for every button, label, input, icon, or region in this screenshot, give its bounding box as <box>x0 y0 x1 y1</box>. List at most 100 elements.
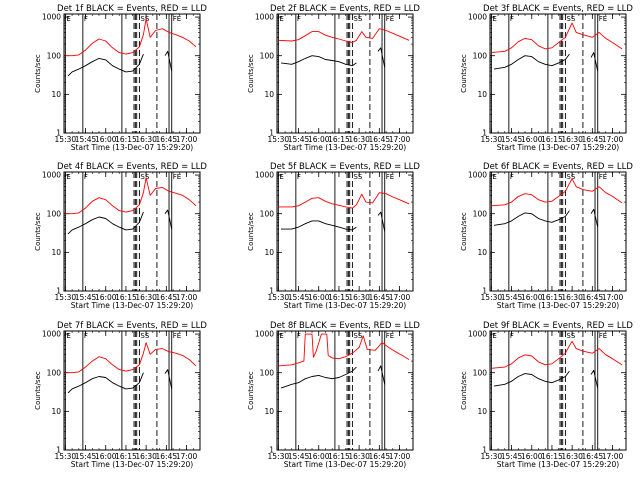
y-tick-label: 100 <box>260 51 275 60</box>
x-tick-label: 16:45 <box>156 135 178 144</box>
x-tick-label: 16:00 <box>95 135 117 144</box>
y-tick-label: 100 <box>473 209 488 218</box>
time-marker-label: FE <box>173 15 181 23</box>
lld-series-line <box>491 340 623 369</box>
x-tick-label: 16:30 <box>348 293 370 302</box>
y-tick-label: 1000 <box>42 13 61 22</box>
x-tick-label: 16:15 <box>115 452 137 461</box>
x-tick-label: 17:00 <box>389 293 411 302</box>
x-tick-label: 16:45 <box>156 452 178 461</box>
x-tick-label: 15:45 <box>501 293 523 302</box>
panel-title: Det 6f BLACK = Events, RED = LLD <box>483 162 633 172</box>
lld-series-line <box>65 18 197 57</box>
x-tick-label: 16:45 <box>369 135 391 144</box>
panel-title: Det 3f BLACK = Events, RED = LLD <box>483 4 633 14</box>
time-marker-label: E <box>492 173 496 181</box>
x-tick-label: 16:45 <box>369 293 391 302</box>
time-marker-label: SS <box>353 332 362 340</box>
time-marker-label: FE <box>599 15 607 23</box>
x-tick-label: 15:30 <box>55 135 77 144</box>
x-tick-label: 17:00 <box>389 452 411 461</box>
x-tick-label: 16:30 <box>348 135 370 144</box>
x-tick-label: 17:00 <box>176 452 198 461</box>
time-marker-label: E <box>279 173 283 181</box>
time-marker-label: SS <box>353 173 362 181</box>
panel-title: Det 7f BLACK = Events, RED = LLD <box>57 321 207 331</box>
time-marker-label: E <box>66 173 70 181</box>
x-tick-label: 16:15 <box>541 293 563 302</box>
y-axis-label: Counts/sec <box>247 212 255 251</box>
plot-frame <box>489 13 627 134</box>
time-marker-label: F <box>510 15 514 23</box>
x-tick-label: 16:00 <box>521 135 543 144</box>
time-marker-label: SS <box>140 15 149 23</box>
x-tick-label: 15:30 <box>481 452 503 461</box>
time-marker-label: F <box>510 332 514 340</box>
detector-panel: Det 3f BLACK = Events, RED = LLD 1 10 100 10… <box>460 4 633 152</box>
y-tick-label: 1000 <box>468 13 487 22</box>
events-series-line <box>493 369 599 389</box>
detector-panel: Det 4f BLACK = Events, RED = LLD 1 10 100 10… <box>34 162 207 310</box>
detector-panel: Det 7f BLACK = Events, RED = LLD 1 10 100 10… <box>34 321 207 469</box>
y-tick-label: 100 <box>47 209 62 218</box>
time-marker-label: F <box>84 15 88 23</box>
y-tick-label: 1 <box>56 129 61 138</box>
x-axis-label: Start Time (13-Dec-07 15:29:20) <box>497 460 619 469</box>
time-marker-label: E <box>66 15 70 23</box>
lld-series-line <box>491 22 623 54</box>
x-tick-label: 16:00 <box>308 452 330 461</box>
x-tick-label: 16:00 <box>521 452 543 461</box>
detector-panel: Det 8f BLACK = Events, RED = LLD 1 10 100 10… <box>247 321 420 469</box>
panel-title: Det 5f BLACK = Events, RED = LLD <box>270 162 420 172</box>
x-tick-label: 16:15 <box>115 293 137 302</box>
y-tick-label: 1000 <box>468 330 487 339</box>
events-series-line <box>280 47 386 68</box>
y-tick-label: 1000 <box>255 13 274 22</box>
time-marker-label: F <box>297 15 301 23</box>
y-tick-label: 1 <box>56 287 61 296</box>
x-tick-label: 16:30 <box>135 293 157 302</box>
time-marker-label: FE <box>599 332 607 340</box>
y-tick-label: 1000 <box>42 330 61 339</box>
x-tick-label: 16:15 <box>115 135 137 144</box>
time-marker-label: FE <box>386 15 394 23</box>
x-tick-label: 16:00 <box>521 293 543 302</box>
x-tick-label: 16:15 <box>328 135 350 144</box>
x-tick-label: 15:45 <box>288 135 310 144</box>
events-series-line <box>67 50 173 77</box>
y-axis-label: Counts/sec <box>460 212 468 251</box>
x-axis-label: Start Time (13-Dec-07 15:29:20) <box>71 143 193 152</box>
x-tick-label: 16:00 <box>95 452 117 461</box>
time-marker-label: F <box>84 173 88 181</box>
plot-frame <box>489 171 627 292</box>
y-tick-label: 100 <box>473 368 488 377</box>
x-axis-label: Start Time (13-Dec-07 15:29:20) <box>497 301 619 310</box>
x-tick-label: 16:00 <box>308 293 330 302</box>
x-tick-label: 16:15 <box>328 293 350 302</box>
y-tick-label: 1 <box>482 287 487 296</box>
x-tick-label: 16:45 <box>582 293 604 302</box>
events-series-line <box>493 52 599 72</box>
x-tick-label: 16:30 <box>561 452 583 461</box>
detector-panel: Det 9f BLACK = Events, RED = LLD 1 10 100 10… <box>460 321 633 469</box>
y-axis-label: Counts/sec <box>34 212 42 251</box>
y-tick-label: 1000 <box>255 330 274 339</box>
panel-title: Det 8f BLACK = Events, RED = LLD <box>270 321 420 331</box>
x-tick-label: 15:30 <box>268 135 290 144</box>
y-axis-label: Counts/sec <box>460 371 468 410</box>
x-tick-label: 16:45 <box>582 452 604 461</box>
x-tick-label: 15:30 <box>268 452 290 461</box>
time-marker-label: F <box>297 332 301 340</box>
x-tick-label: 15:30 <box>481 293 503 302</box>
x-tick-label: 16:15 <box>328 452 350 461</box>
y-tick-label: 1 <box>482 129 487 138</box>
x-tick-label: 17:00 <box>602 293 624 302</box>
x-tick-label: 16:15 <box>541 135 563 144</box>
y-axis-label: Counts/sec <box>247 54 255 93</box>
x-axis-label: Start Time (13-Dec-07 15:29:20) <box>284 301 406 310</box>
y-tick-label: 100 <box>473 51 488 60</box>
y-tick-label: 10 <box>264 407 274 416</box>
x-tick-label: 15:45 <box>288 293 310 302</box>
detector-panel: Det 2f BLACK = Events, RED = LLD 1 10 100 10… <box>247 4 420 152</box>
time-marker-label: F <box>84 332 88 340</box>
